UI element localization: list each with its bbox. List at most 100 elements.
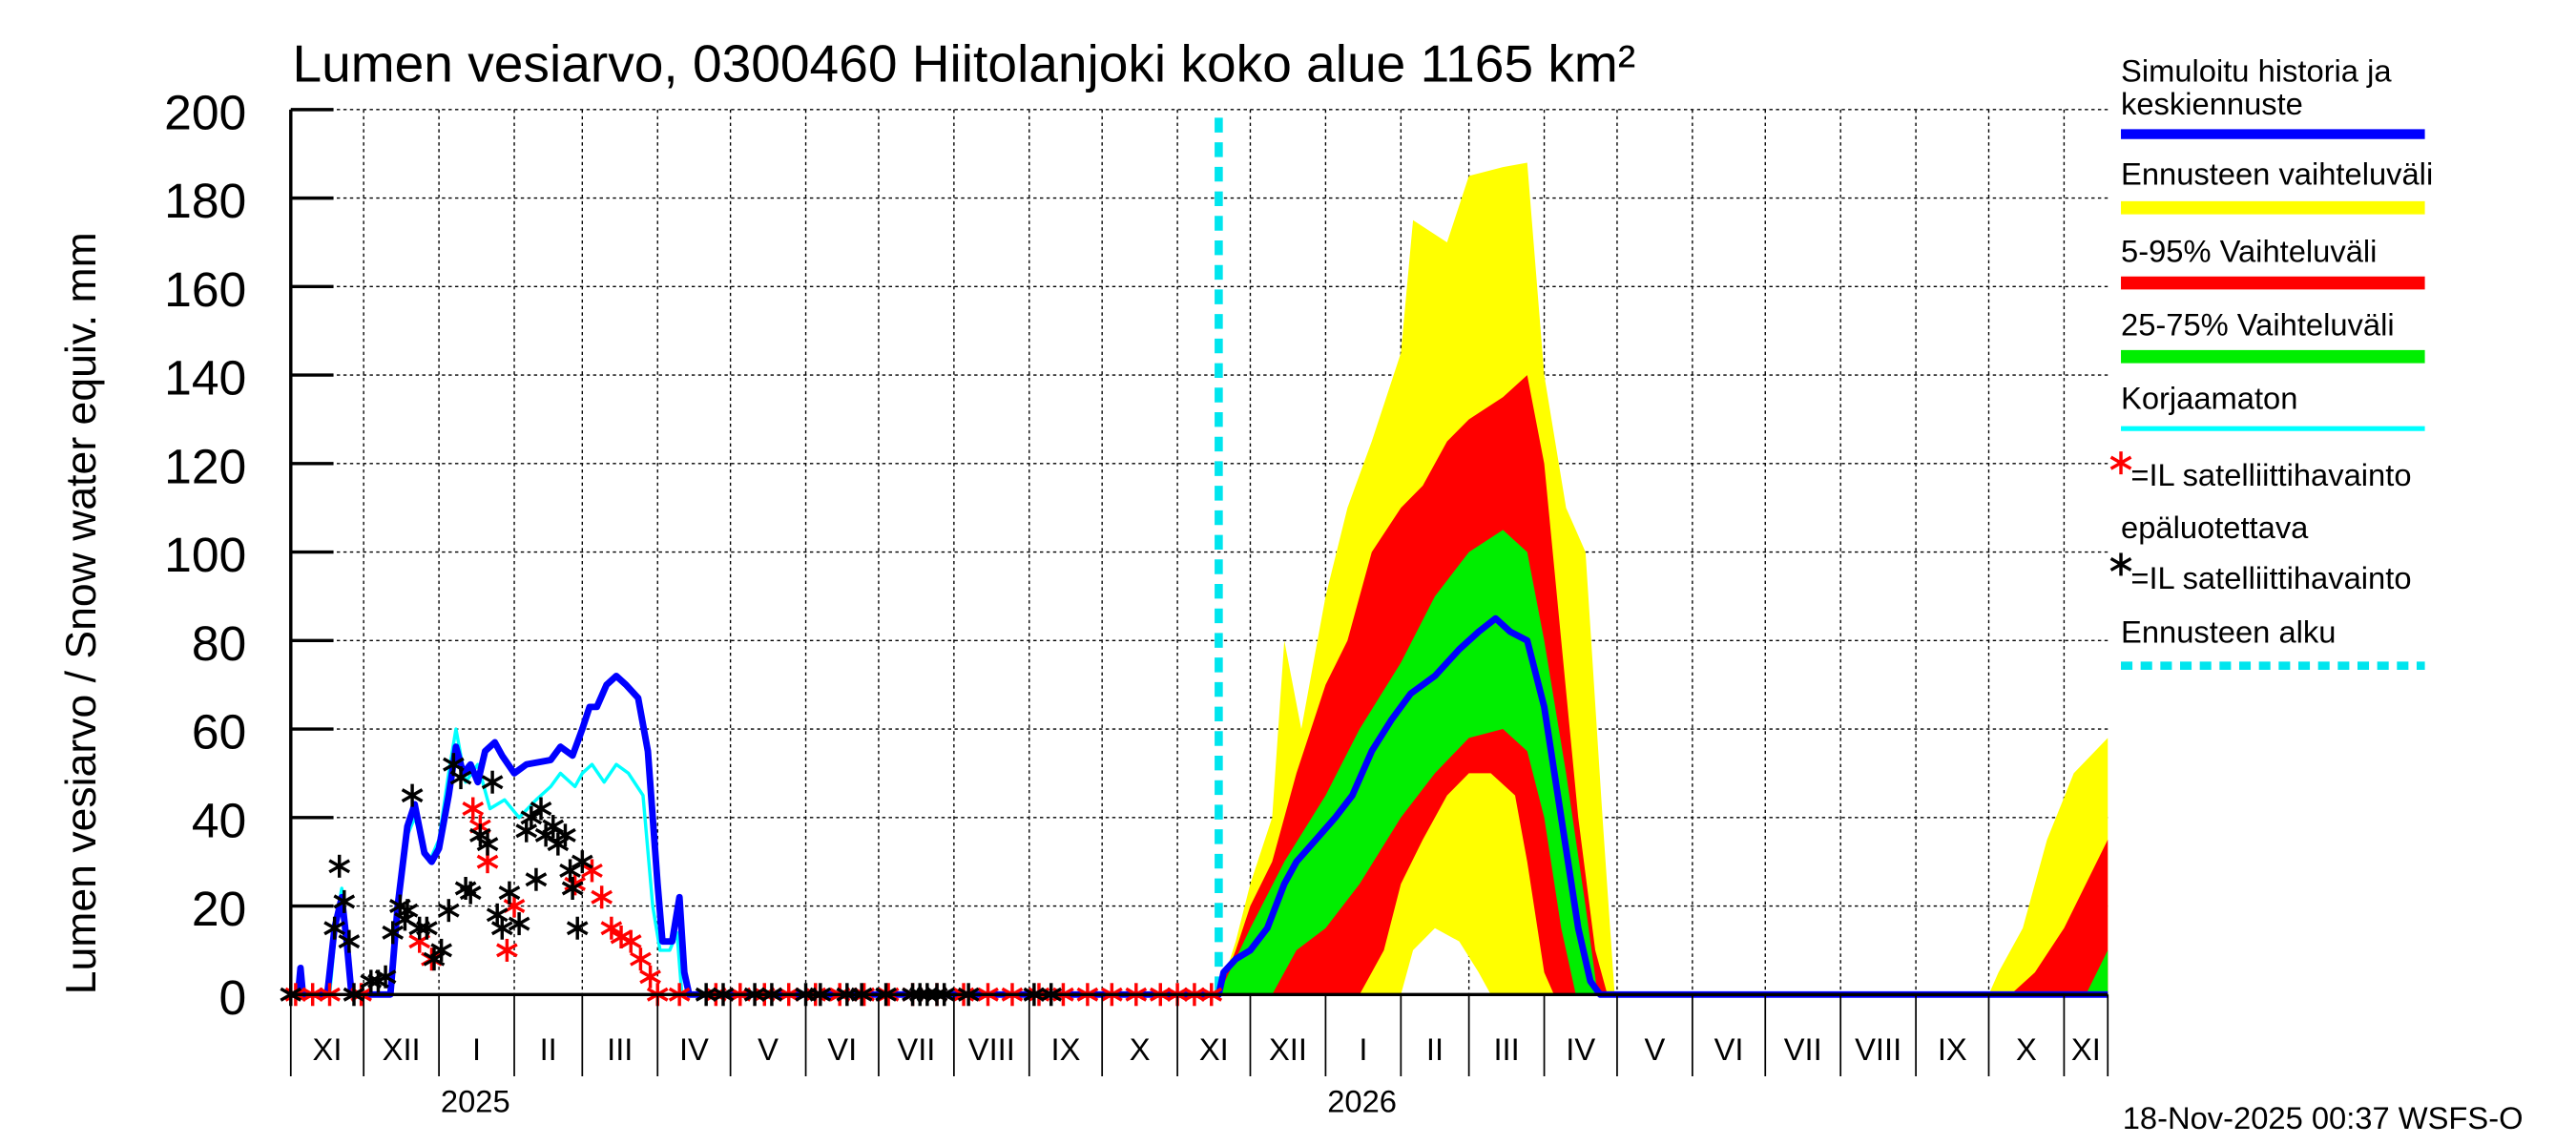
obs-unreliable-point — [591, 885, 613, 909]
y-tick-label: 80 — [192, 615, 246, 671]
obs-point — [525, 867, 548, 891]
month-label: IV — [1566, 1031, 1595, 1067]
obs-point — [437, 899, 460, 923]
y-tick-label: 200 — [164, 85, 246, 140]
y-tick-label: 100 — [164, 527, 246, 582]
month-label: II — [1426, 1031, 1444, 1067]
obs-point — [481, 770, 504, 794]
y-tick-label: 120 — [164, 439, 246, 494]
band-p25_75 — [1218, 530, 2109, 995]
legend-label-p5-95: 5-95% Vaihteluväli — [2121, 233, 2377, 268]
obs-point — [401, 783, 424, 807]
y-tick-label: 60 — [192, 704, 246, 760]
month-label: XI — [313, 1031, 343, 1067]
legend-label-obs-unreliable-2: epäluotettava — [2121, 510, 2309, 545]
obs-point — [396, 899, 419, 923]
year-label: 2026 — [1327, 1084, 1397, 1119]
obs-point — [449, 766, 472, 790]
obs-unreliable-point — [619, 929, 642, 953]
month-label: XI — [2071, 1031, 2101, 1067]
line-simulated — [290, 614, 2109, 998]
obs-point — [476, 832, 499, 856]
y-tick-label: 180 — [164, 173, 246, 228]
series-lines — [290, 614, 2109, 998]
obs-unreliable-point — [581, 859, 603, 883]
obs-point — [430, 938, 452, 962]
month-label: XII — [383, 1031, 421, 1067]
legend-label-forecast-start: Ennusteen alku — [2121, 614, 2336, 650]
obs-point — [520, 805, 543, 829]
obs-unreliable-point — [639, 965, 661, 989]
obs-point — [559, 859, 581, 883]
obs-point — [542, 815, 565, 839]
obs-point — [571, 850, 593, 874]
obs-point — [490, 916, 513, 940]
month-label: I — [472, 1031, 481, 1067]
month-label: X — [2016, 1031, 2037, 1067]
obs-unreliable-point — [630, 947, 652, 971]
legend-label-simulated-2: keskiennuste — [2121, 86, 2303, 121]
legend-star-unreliable-icon — [2109, 451, 2132, 475]
observations — [280, 753, 1223, 1007]
month-label: V — [1644, 1031, 1665, 1067]
month-label: IX — [1938, 1031, 1967, 1067]
timestamp: 18-Nov-2025 00:37 WSFS-O — [2123, 1100, 2524, 1135]
chart-title: Lumen vesiarvo, 0300460 Hiitolanjoki kok… — [293, 34, 1636, 94]
month-label: II — [540, 1031, 557, 1067]
band-p5_95 — [1218, 375, 2109, 995]
obs-point — [566, 916, 589, 940]
month-label: III — [607, 1031, 633, 1067]
month-label: VII — [897, 1031, 935, 1067]
month-label: III — [1493, 1031, 1519, 1067]
obs-unreliable-point — [600, 916, 623, 940]
month-label: XI — [1199, 1031, 1229, 1067]
obs-point — [498, 881, 521, 905]
obs-point — [554, 823, 576, 847]
obs-point — [515, 819, 538, 843]
forecast-bands — [1215, 117, 2109, 995]
legend-label-obs-unreliable: =IL satelliittihavainto — [2130, 457, 2411, 492]
y-axis-label: Lumen vesiarvo / Snow water equiv. mm — [58, 232, 105, 994]
y-tick-label: 0 — [219, 969, 247, 1025]
obs-unreliable-point — [462, 797, 485, 821]
obs-unreliable-point — [496, 938, 518, 962]
month-label: I — [1359, 1031, 1367, 1067]
month-label: IV — [679, 1031, 709, 1067]
obs-point — [338, 929, 361, 953]
obs-point — [416, 916, 438, 940]
y-tick-label: 20 — [192, 881, 246, 936]
obs-point — [323, 916, 345, 940]
month-label: VIII — [968, 1031, 1015, 1067]
month-label: VI — [1714, 1031, 1744, 1067]
grid — [290, 109, 2109, 995]
obs-point — [530, 797, 552, 821]
obs-point — [374, 965, 397, 989]
legend-label-p25-75: 25-75% Vaihteluväli — [2121, 306, 2395, 342]
month-label: VIII — [1855, 1031, 1901, 1067]
obs-point — [459, 881, 482, 905]
month-label: X — [1130, 1031, 1151, 1067]
obs-point — [333, 889, 356, 913]
month-label: IX — [1051, 1031, 1081, 1067]
legend-star-obs-icon — [2109, 552, 2132, 576]
legend-label-simulated: Simuloitu historia ja — [2121, 53, 2392, 89]
legend-label-uncorrected: Korjaamaton — [2121, 381, 2297, 416]
y-tick-label: 140 — [164, 350, 246, 406]
legend-label-range: Ennusteen vaihteluväli — [2121, 156, 2433, 192]
month-label: VII — [1784, 1031, 1822, 1067]
y-tick-label: 40 — [192, 792, 246, 847]
legend-label-obs: =IL satelliittihavainto — [2130, 560, 2411, 595]
y-tick-label: 160 — [164, 261, 246, 317]
month-label: VI — [827, 1031, 857, 1067]
obs-point — [328, 854, 351, 878]
obs-point — [561, 876, 584, 900]
month-label: V — [758, 1031, 779, 1067]
obs-point — [508, 912, 530, 936]
month-label: XII — [1269, 1031, 1307, 1067]
obs-point — [486, 903, 509, 926]
year-label: 2025 — [441, 1084, 510, 1119]
obs-point — [382, 921, 405, 945]
